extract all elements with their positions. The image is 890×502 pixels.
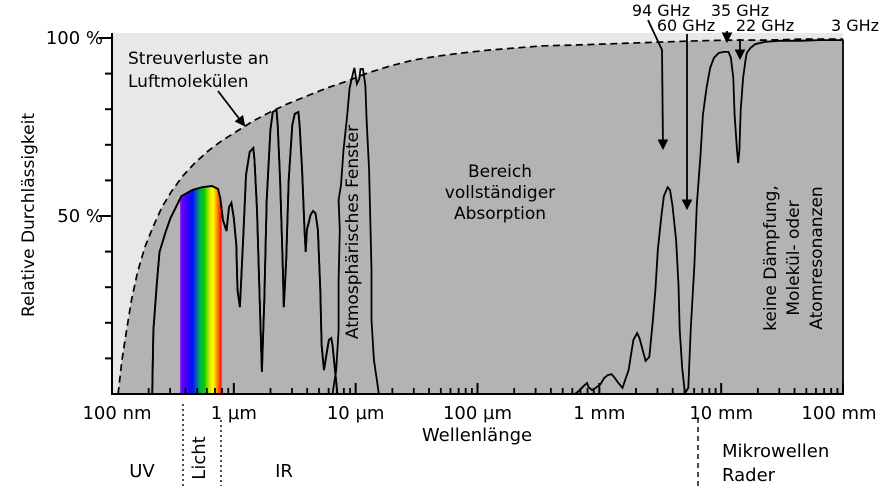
absorption-label-line2: vollständiger [445, 183, 555, 203]
atmospheric-window-label: Atmosphärisches Fenster [343, 125, 363, 339]
ghz-label-22: 22 GHz [736, 16, 794, 35]
ghz-label-3: 3 GHz [831, 16, 879, 35]
atmospheric-window-area [331, 67, 380, 395]
x-axis-tick-label: 1 mm [573, 403, 625, 424]
y-axis-tick-label: 100 % [46, 28, 103, 49]
ghz-label-94: 94 GHz [632, 1, 690, 20]
absorption-label-line1: Bereich [468, 162, 532, 182]
scatter-arrow [217, 90, 246, 127]
band-label-rader: Rader [722, 465, 776, 486]
x-axis-tick-label: 10 µm [327, 403, 385, 424]
band-label-licht: Licht [189, 436, 210, 479]
ghz-arrow-94 [647, 19, 669, 151]
x-axis-title: Wellenlänge [422, 425, 532, 446]
visible-light-band [180, 173, 222, 394]
x-axis-tick-labels: 100 nm 1 µm 10 µm 100 µm 1 mm 10 mm 100 mm [82, 403, 876, 424]
y-axis-tick-label: 50 % [57, 206, 103, 227]
x-axis-tick-label: 100 µm [443, 403, 512, 424]
y-axis-ticks [99, 37, 112, 360]
resonance-label-line1: keine Dämpfung, [761, 185, 781, 331]
resonance-label-line2: Molekül- oder [784, 200, 804, 315]
band-label-mikrowellen: Mikrowellen [722, 441, 829, 462]
x-axis-tick-label: 100 mm [801, 403, 876, 424]
ghz-label-60: 60 GHz [657, 16, 715, 35]
band-label-ir: IR [275, 461, 293, 482]
transmission-area-microwave [572, 39, 844, 395]
x-axis-ticks [111, 383, 844, 394]
ghz-label-35: 35 GHz [711, 1, 769, 20]
band-label-uv: UV [129, 461, 155, 482]
y-axis-title: Relative Durchlässigkeit [19, 113, 39, 317]
scattering-limit-curve [117, 38, 843, 395]
absorption-label-line3: Absorption [454, 204, 546, 224]
y-axis-tick-labels: 100 % 50 % [46, 28, 103, 227]
scatter-label-line2: Luftmolekülen [128, 72, 249, 92]
scatter-label-line1: Streuverluste an [128, 49, 269, 69]
x-axis-tick-label: 1 µm [211, 403, 257, 424]
x-axis-tick-label: 100 nm [82, 403, 151, 424]
resonance-label-line3: Atomresonanzen [807, 186, 827, 329]
transmission-area-uv-ir-outline [151, 108, 339, 395]
x-axis-tick-label: 10 mm [689, 403, 753, 424]
